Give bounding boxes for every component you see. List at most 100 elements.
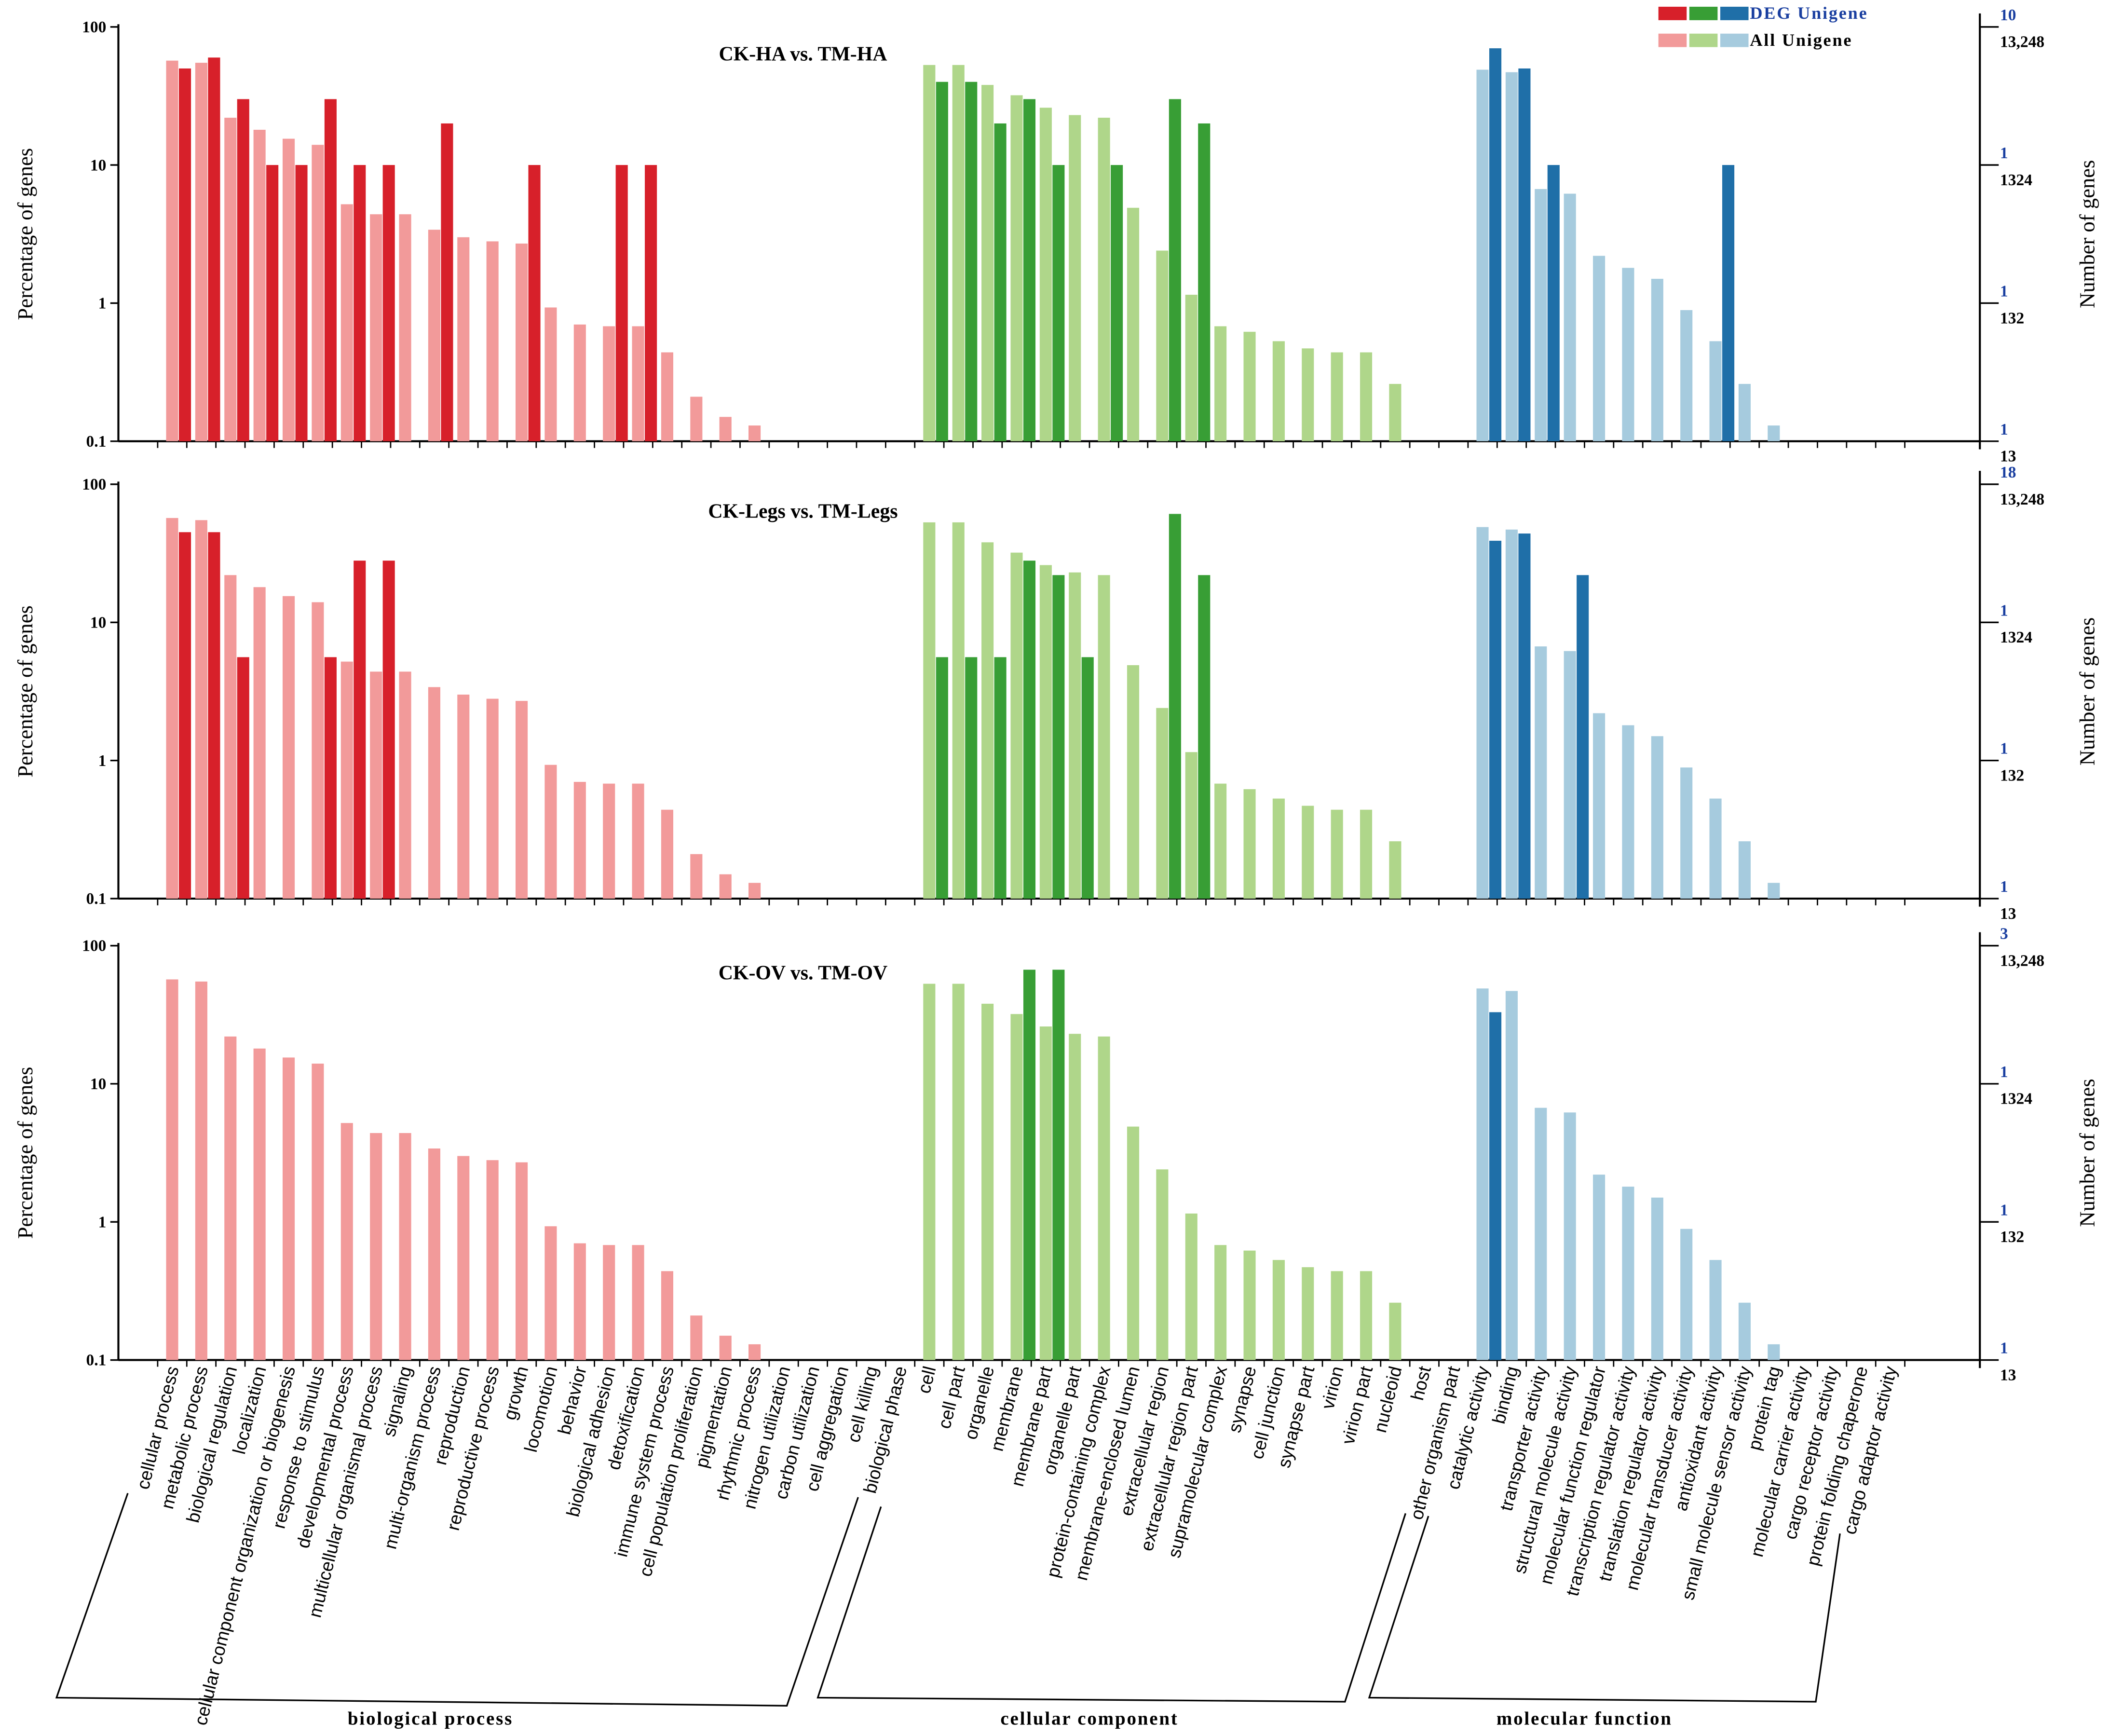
bar-all-unigene [1622,268,1634,441]
bar-deg-unigene [936,82,948,441]
bar-all-unigene [166,60,178,441]
bar-all-unigene [1185,1213,1197,1360]
right-tick-label-deg: 1 [2000,601,2008,619]
right-tick-label-deg: 18 [2000,464,2016,481]
bar-all-unigene [1564,651,1576,899]
bar-deg-unigene [1023,560,1036,899]
bar-all-unigene [573,1243,586,1360]
bar-all-unigene [573,781,586,899]
bar-all-unigene [399,671,411,899]
bar-all-unigene [1593,713,1606,899]
bar-all-unigene [1098,1036,1110,1360]
bar-all-unigene [1709,341,1722,441]
bracket-line [1368,1516,1841,1703]
bar-all-unigene [370,1133,382,1360]
bar-all-unigene [399,1133,411,1360]
bar-all-unigene [1331,352,1343,441]
bar-all-unigene [1010,552,1023,899]
bar-deg-unigene [324,657,337,899]
legend-swatch-deg [1689,6,1718,20]
right-tick-label-all: 1324 [2000,171,2032,189]
bar-deg-unigene [1023,970,1036,1360]
bar-all-unigene [1564,193,1576,441]
bar-deg-unigene [1518,533,1531,899]
panel-title: CK-OV vs. TM-OV [719,962,888,984]
bar-all-unigene [224,1036,237,1360]
bar-all-unigene [690,854,703,899]
bar-deg-unigene [441,123,453,441]
bar-all-unigene [1156,250,1169,441]
bar-all-unigene [573,324,586,441]
legend-swatch-deg [1720,6,1749,20]
bar-all-unigene [1622,725,1634,899]
right-tick-label-all: 13 [2000,448,2016,465]
right-axis-title: Number of genes [2075,617,2099,765]
right-tick-label-deg: 10 [2000,6,2016,24]
right-tick-label-deg: 3 [2000,925,2008,943]
bar-deg-unigene [1081,657,1094,899]
bar-all-unigene [1768,1344,1780,1360]
bar-all-unigene [1243,789,1256,899]
bar-all-unigene [282,138,295,441]
bar-all-unigene [1476,988,1489,1360]
bar-all-unigene [1127,207,1140,441]
bar-deg-unigene [178,532,191,899]
right-tick-label-deg: 1 [2000,282,2008,300]
bar-all-unigene [457,695,470,899]
bar-all-unigene [1098,575,1110,899]
bar-all-unigene [1768,883,1780,899]
right-tick-label-all: 132 [2000,1228,2024,1246]
bar-all-unigene [544,1226,557,1360]
bar-all-unigene [1709,1260,1722,1360]
right-tick-label-all: 13,248 [2000,33,2044,51]
bar-deg-unigene [1111,165,1123,441]
bar-deg-unigene [528,165,541,441]
bar-all-unigene [1651,1197,1663,1360]
bar-all-unigene [603,783,615,899]
right-tick-label-all: 13 [2000,905,2016,923]
bar-all-unigene [1738,383,1751,441]
bar-all-unigene [1505,991,1518,1360]
bar-all-unigene [166,979,178,1360]
legend-swatch-all [1658,33,1687,47]
bar-all-unigene [1738,841,1751,899]
bar-all-unigene [1476,69,1489,441]
right-tick-label-all: 1324 [2000,629,2032,646]
bar-deg-unigene [994,123,1007,441]
bar-all-unigene [1272,1260,1285,1360]
bar-all-unigene [1039,108,1052,441]
group-bracket: biological process [55,1493,859,1729]
bar-all-unigene [516,243,528,441]
bar-all-unigene [981,85,994,441]
bar-all-unigene [253,587,266,899]
bar-deg-unigene [1198,123,1211,441]
bar-deg-unigene [295,165,308,441]
bar-all-unigene [544,307,557,441]
bar-all-unigene [1651,736,1663,899]
bar-all-unigene [1593,1175,1606,1360]
legend-swatch-all [1720,33,1749,47]
bar-all-unigene [1476,527,1489,899]
group-label: cellular component [1000,1708,1178,1729]
bar-all-unigene [719,874,732,899]
bar-all-unigene [428,1148,440,1360]
bar-all-unigene [516,1162,528,1360]
bar-all-unigene [457,1156,470,1360]
bar-all-unigene [1039,565,1052,899]
bar-deg-unigene [1722,165,1735,441]
y-tick-label: 100 [82,937,106,955]
bar-deg-unigene [354,165,366,441]
bar-all-unigene [457,237,470,441]
y-tick-label: 100 [82,476,106,493]
category-label: binding [1488,1364,1522,1426]
bar-all-unigene [1505,72,1518,441]
bar-all-unigene [603,1245,615,1360]
bar-all-unigene [1651,279,1663,441]
bar-all-unigene [340,1123,353,1360]
bar-all-unigene [1535,1107,1547,1360]
bar-deg-unigene [208,532,220,899]
right-tick-label-deg: 1 [2000,1340,2008,1357]
bar-all-unigene [340,204,353,441]
right-tick-label-all: 132 [2000,766,2024,784]
bar-all-unigene [923,522,936,899]
